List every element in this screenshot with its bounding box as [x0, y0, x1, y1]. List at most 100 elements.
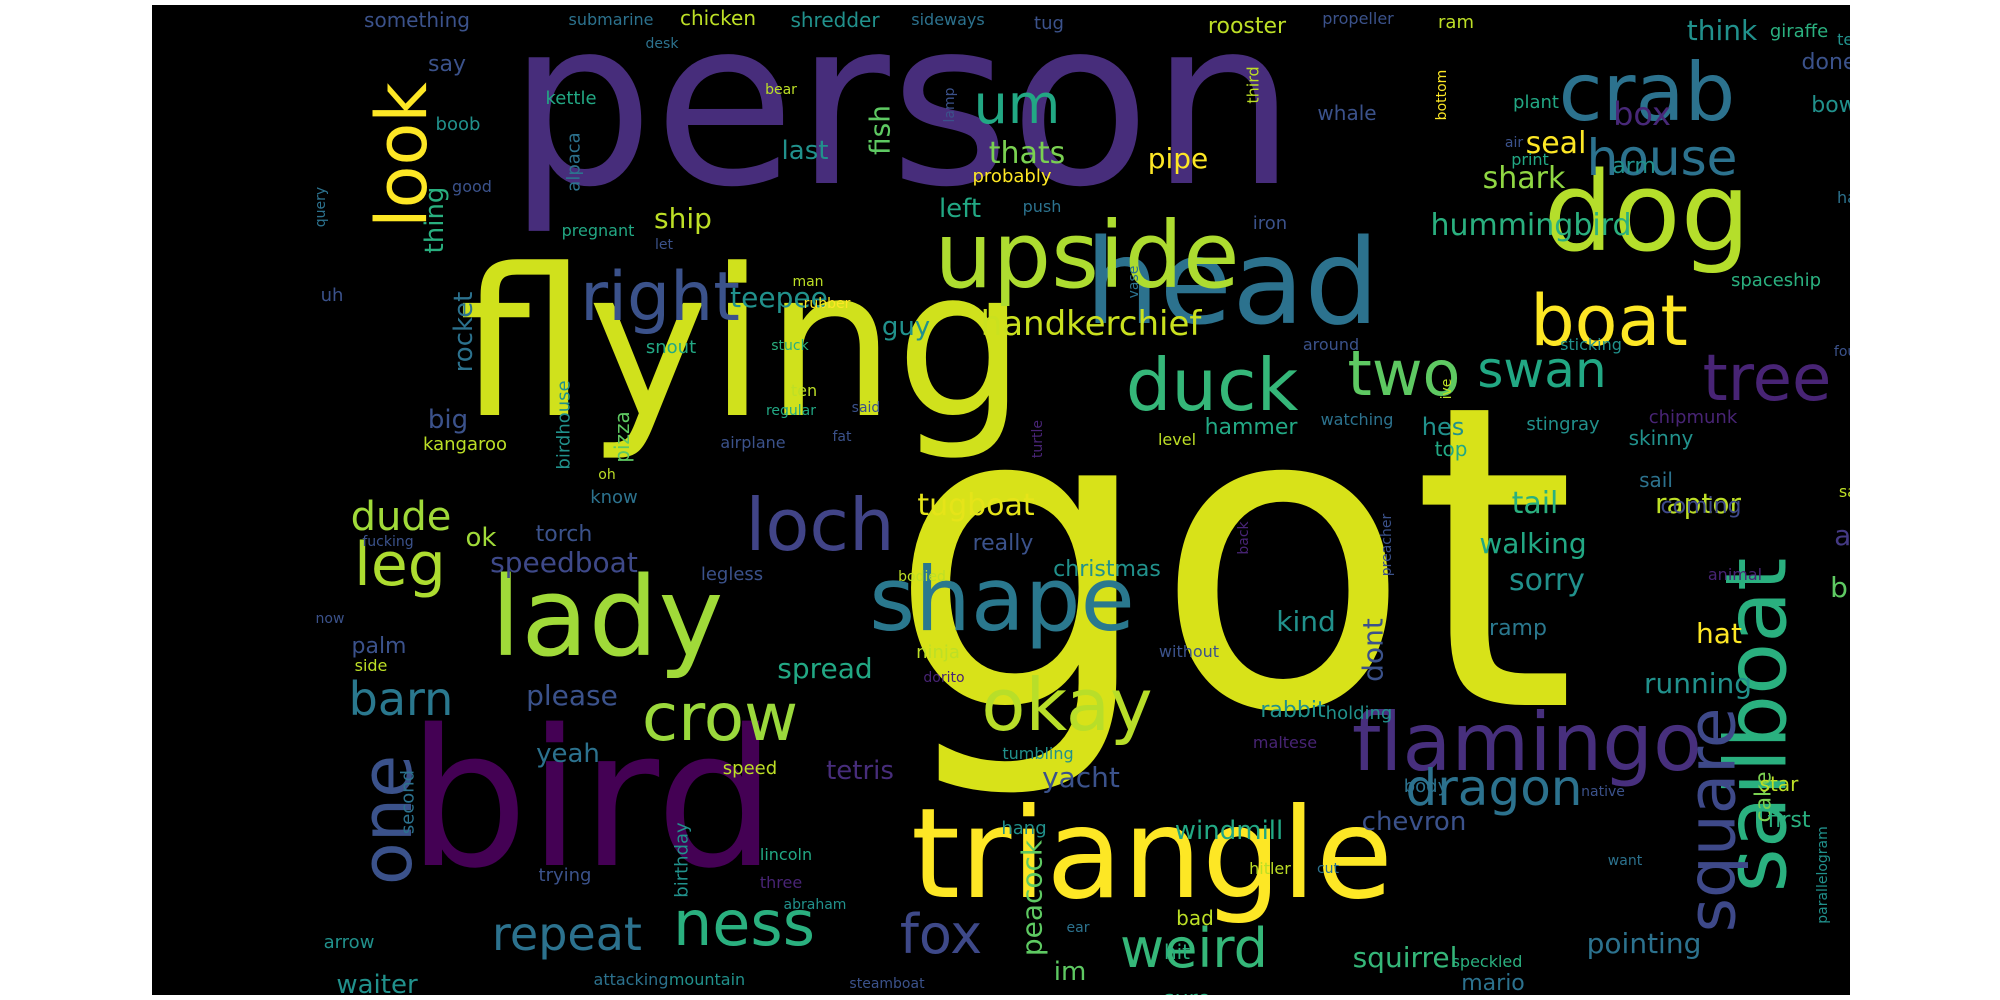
word-thing: thing	[420, 187, 450, 254]
word-chevron: chevron	[1362, 807, 1467, 837]
word-snout: snout	[646, 337, 696, 358]
word-tail: tail	[1512, 486, 1559, 521]
word-said: said	[852, 400, 881, 416]
word-air: air	[1505, 135, 1523, 151]
word-boat: boat	[1530, 280, 1688, 362]
word-fat: fat	[833, 429, 853, 445]
word-sticking: sticking	[1560, 335, 1622, 354]
word-loch: loch	[745, 483, 894, 567]
word-sailboat: sailboat	[1708, 558, 1807, 893]
word-spread: spread	[777, 652, 872, 685]
word-dorito: dorito	[923, 670, 964, 686]
word-uh: uh	[321, 285, 344, 306]
word-found: found	[1834, 344, 1850, 360]
word-think: think	[1687, 14, 1758, 47]
word-yeah: yeah	[536, 739, 600, 769]
word-flying: flying	[458, 226, 1025, 464]
word-barn: barn	[349, 672, 454, 726]
word-ramp: ramp	[1489, 616, 1547, 641]
word-cloud-panel: got person flying bird triangle head dog lady up…	[152, 5, 1850, 995]
word-propeller: propeller	[1322, 9, 1394, 28]
word-second: second	[398, 770, 419, 834]
word-arrow: arrow	[324, 932, 375, 953]
word-saying: saying	[1839, 482, 1850, 501]
word-birthday: birthday	[672, 822, 693, 898]
word-cut: cut	[1317, 861, 1340, 877]
word-animal: animal	[1708, 565, 1762, 584]
word-tug: tug	[1034, 13, 1064, 34]
word-ten: ten	[791, 381, 817, 400]
word-thats: thats	[989, 136, 1066, 171]
word-chicken: chicken	[680, 6, 756, 30]
word-um: um	[974, 73, 1061, 136]
word-seal: seal	[1526, 126, 1587, 161]
word-rocket: rocket	[449, 292, 479, 373]
word-skinny: skinny	[1629, 426, 1694, 450]
word-ness: ness	[673, 887, 815, 960]
word-house: house	[1587, 129, 1738, 187]
word-please: please	[526, 679, 618, 712]
word-coming: coming	[1660, 494, 1741, 519]
word-cake: cake	[1752, 771, 1777, 822]
word-know: know	[590, 487, 638, 508]
word-alpaca: alpaca	[564, 132, 585, 191]
word-look: look	[361, 82, 443, 228]
word-sideways: sideways	[911, 10, 984, 29]
word-hat: hat	[1696, 617, 1742, 650]
word-maltese: maltese	[1253, 733, 1317, 752]
word-around: around	[1303, 335, 1359, 354]
word-rooster: rooster	[1208, 14, 1287, 39]
word-preacher: preacher	[1379, 514, 1395, 577]
word-without: without	[1159, 642, 1219, 661]
word-rabbit: rabbit	[1260, 698, 1326, 723]
word-hit: hit	[1164, 940, 1190, 964]
word-im: im	[1054, 957, 1087, 987]
word-let: let	[655, 237, 674, 253]
word-terrier: terrier	[1837, 30, 1850, 49]
word-iron: iron	[1253, 213, 1287, 234]
word-hang: hang	[1001, 818, 1046, 839]
word-right: right	[580, 258, 740, 337]
word-square: square	[1674, 708, 1751, 933]
word-hammer: hammer	[1205, 415, 1299, 440]
word-regular: regular	[766, 403, 816, 419]
word-upside: upside	[934, 202, 1239, 309]
word-kangaroo: kangaroo	[423, 434, 507, 455]
word-peacock: peacock	[1016, 839, 1049, 956]
word-hes: hes	[1422, 413, 1464, 441]
word-apple: apple	[1834, 519, 1850, 552]
word-duck: duck	[1126, 343, 1299, 427]
word-first: first	[1768, 808, 1811, 833]
word-legless: legless	[701, 564, 763, 585]
word-half: half	[1837, 188, 1850, 207]
word-mountain: mountain	[669, 970, 745, 989]
word-holding: holding	[1326, 703, 1393, 724]
word-shape: shape	[869, 548, 1135, 651]
word-crab: crab	[1559, 46, 1736, 139]
word-bear: bear	[765, 82, 797, 98]
word-third: third	[1244, 66, 1263, 103]
word-head: head	[1085, 213, 1380, 351]
word-probably: probably	[973, 166, 1052, 187]
word-query: query	[313, 187, 329, 227]
word-repeat: repeat	[492, 907, 642, 961]
word-ninja: ninja	[916, 642, 960, 663]
word-flamingo: flamingo	[1352, 696, 1702, 789]
word-raptor: raptor	[1655, 487, 1742, 520]
word-shredder: shredder	[790, 8, 880, 32]
word-stingray: stingray	[1526, 414, 1600, 435]
word-speedboat: speedboat	[490, 546, 638, 579]
word-really: really	[973, 531, 1034, 556]
word-tree: tree	[1703, 342, 1832, 416]
word-ok: ok	[466, 523, 497, 553]
word-speckled: speckled	[1452, 952, 1523, 971]
word-body: body	[1404, 776, 1449, 797]
word-oh: oh	[598, 467, 615, 483]
word-bodied: bodied	[898, 569, 946, 585]
word-okay: okay	[981, 663, 1152, 747]
word-kettle: kettle	[545, 88, 596, 109]
word-triangle: triangle	[911, 782, 1393, 927]
word-sail: sail	[1639, 468, 1673, 492]
word-christmas: christmas	[1053, 557, 1161, 582]
